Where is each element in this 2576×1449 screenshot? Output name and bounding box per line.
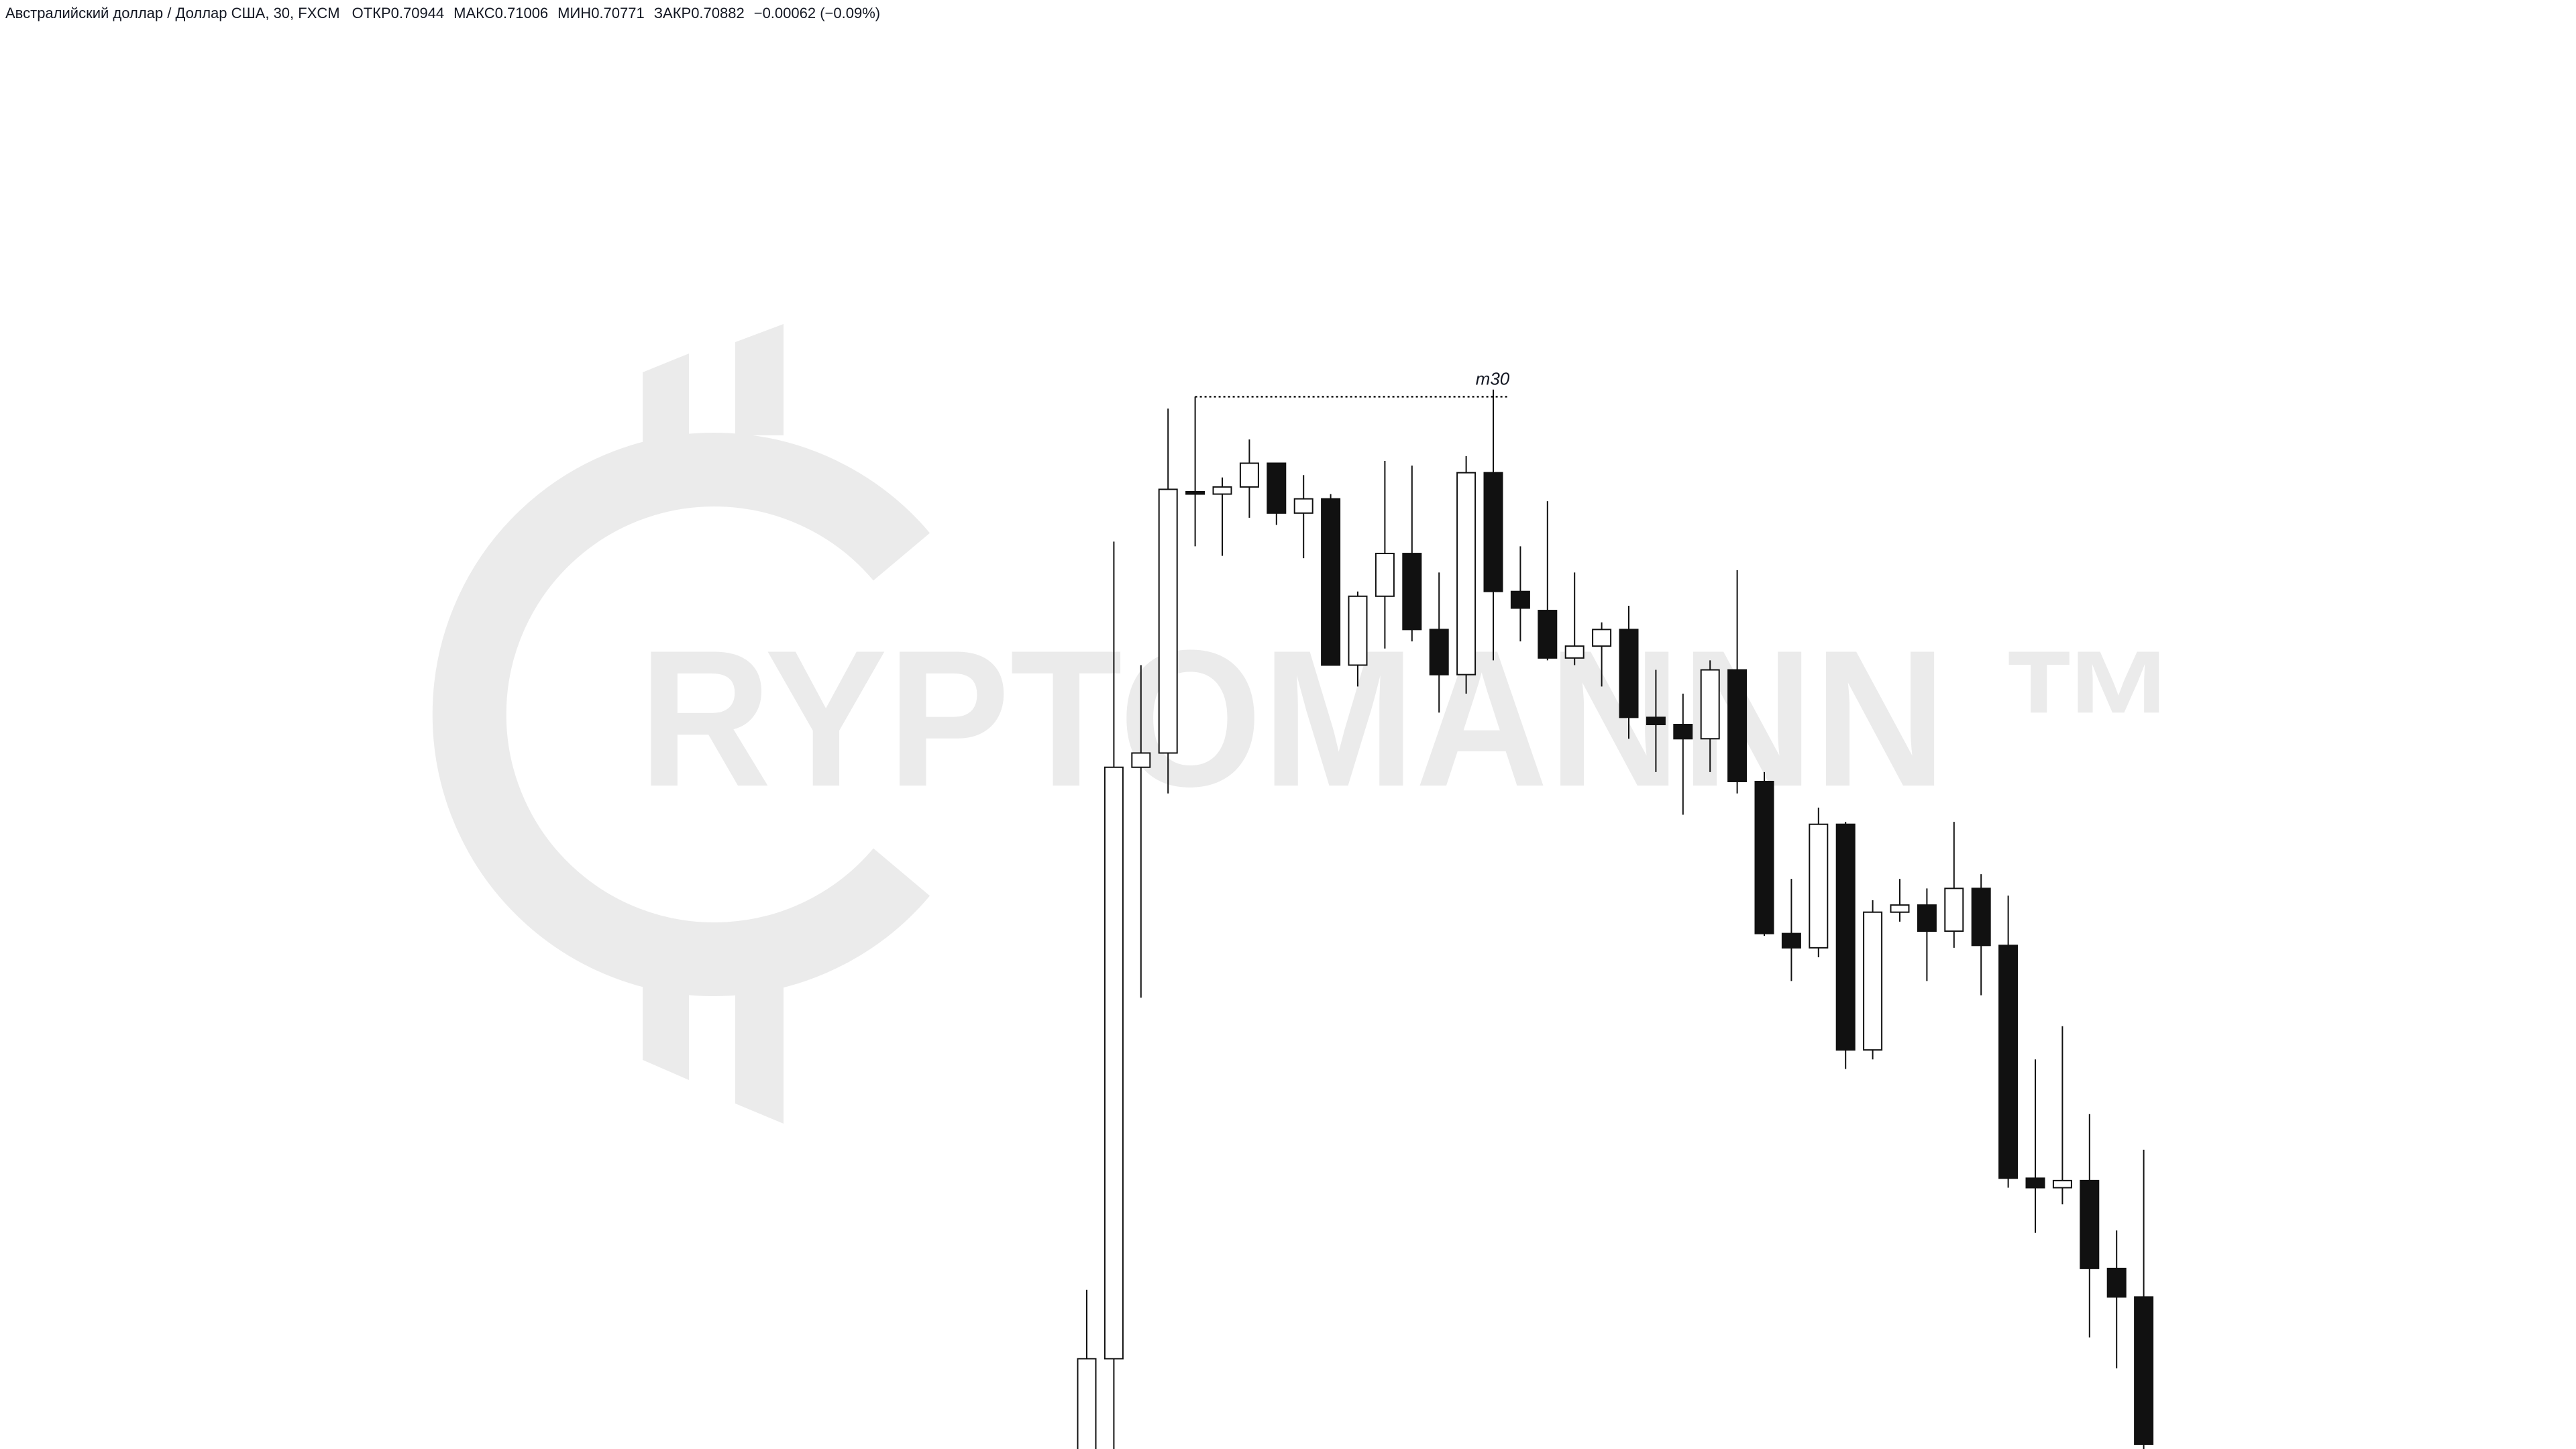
- ohlc-value: 0.70771: [591, 5, 645, 21]
- candle-body: [2025, 1177, 2045, 1189]
- candle-body: [1673, 724, 1693, 740]
- candle-body: [1104, 766, 1124, 1360]
- candle-body: [1239, 462, 1259, 488]
- candle-body: [1754, 780, 1774, 934]
- candle-body: [1944, 888, 1964, 932]
- ohlc-label: ОТКР: [352, 5, 391, 21]
- candle-body: [1890, 904, 1910, 913]
- ohlc-label: ЗАКР: [654, 5, 691, 21]
- watermark-logo: [432, 324, 930, 1124]
- candle-body: [1185, 490, 1205, 495]
- ohlc-label: МАКС: [453, 5, 495, 21]
- logo-ring: [432, 433, 930, 996]
- candle-body: [1456, 472, 1477, 676]
- candle-body: [1835, 823, 1856, 1051]
- candle-body: [1402, 553, 1422, 631]
- candle-body: [1781, 932, 1801, 949]
- candle-body: [1321, 498, 1341, 666]
- candle-body: [1077, 1358, 1097, 1449]
- logo-bar: [643, 986, 689, 1080]
- candle-body: [2106, 1267, 2127, 1298]
- candle-body: [1348, 595, 1368, 666]
- candle-body: [1998, 945, 2019, 1179]
- candle-body: [1131, 752, 1151, 768]
- candle-body: [1917, 904, 1937, 932]
- candle-body: [2052, 1179, 2072, 1189]
- candle-body: [1971, 888, 1991, 947]
- candle-body: [1592, 629, 1612, 647]
- change: −0.00062 (−0.09%): [754, 5, 880, 21]
- candle-body: [1863, 911, 1883, 1051]
- candle-body: [1538, 610, 1558, 659]
- candle-body: [1483, 472, 1503, 592]
- logo-bar: [735, 324, 784, 435]
- candle-body: [1429, 629, 1449, 676]
- ohlc-value: 0.70882: [691, 5, 745, 21]
- level-label: m30: [1476, 368, 1510, 388]
- candle-body: [1564, 645, 1585, 659]
- candle-body: [1809, 823, 1829, 949]
- logo-bar: [735, 986, 784, 1124]
- candle-body: [1212, 486, 1232, 495]
- symbol: Австралийский доллар / Доллар США, 30, F…: [5, 5, 340, 21]
- plot: m30: [1077, 368, 2154, 1449]
- candle-body: [1619, 629, 1639, 718]
- ohlc-value: 0.71006: [495, 5, 549, 21]
- candle-body: [1158, 488, 1178, 754]
- watermark-text: RYPTOMANNN ™: [639, 610, 2182, 827]
- candle-body: [1700, 669, 1720, 740]
- ohlc-value: 0.70944: [391, 5, 445, 21]
- candle-body: [2080, 1179, 2100, 1269]
- candle-body: [1510, 590, 1530, 609]
- header-text: Австралийский доллар / Доллар США, 30, F…: [5, 5, 880, 21]
- candle-body: [2134, 1296, 2154, 1445]
- candle-body: [1267, 462, 1287, 514]
- header: Австралийский доллар / Доллар США, 30, F…: [5, 5, 880, 21]
- candle-body: [1375, 553, 1395, 597]
- logo-bar: [643, 354, 689, 443]
- candle-body: [1646, 716, 1666, 726]
- candle-body: [1293, 498, 1313, 514]
- candle-body: [1727, 669, 1748, 782]
- ohlc-label: МИН: [557, 5, 591, 21]
